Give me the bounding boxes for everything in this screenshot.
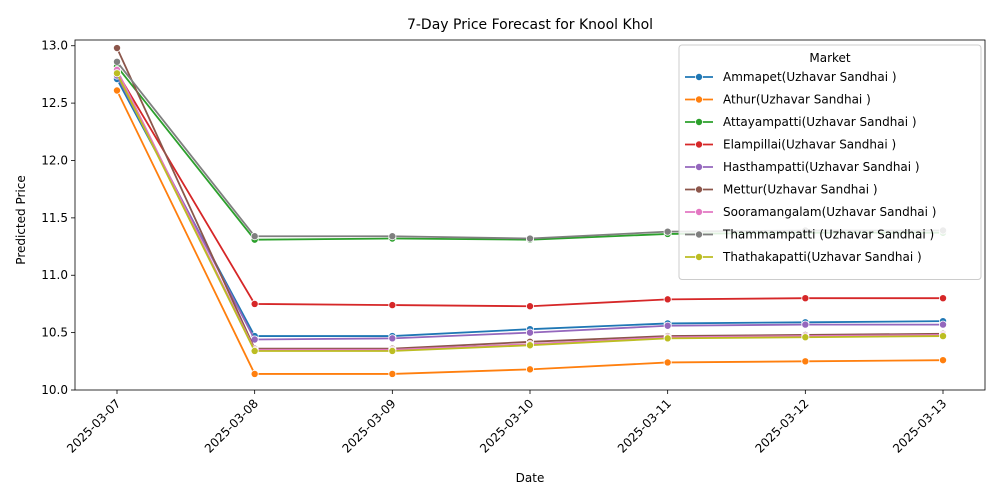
y-tick-label: 10.5: [41, 326, 68, 340]
y-tick-label: 12.0: [41, 153, 68, 167]
data-point: [388, 346, 397, 355]
data-point: [663, 358, 672, 367]
data-point: [801, 357, 810, 366]
y-tick-label: 11.0: [41, 268, 68, 282]
legend-item: Attayampatti(Uzhavar Sandhai ): [685, 115, 917, 129]
x-tick-label: 2025-03-10: [477, 396, 536, 455]
data-point: [663, 321, 672, 330]
series-4: [113, 68, 948, 311]
legend-item: Thammampatti (Uzhavar Sandhai ): [685, 228, 934, 242]
legend-label: Thammampatti (Uzhavar Sandhai ): [722, 228, 934, 242]
data-point: [939, 332, 948, 341]
series-lines: [113, 44, 948, 378]
data-point: [939, 320, 948, 329]
legend-marker: [695, 140, 704, 149]
data-point: [939, 294, 948, 303]
legend-item: Mettur(Uzhavar Sandhai ): [685, 183, 878, 197]
data-point: [388, 232, 397, 241]
data-point: [526, 328, 535, 337]
legend-label: Sooramangalam(Uzhavar Sandhai ): [723, 205, 937, 219]
data-point: [801, 294, 810, 303]
y-axis-label: Predicted Price: [14, 175, 28, 264]
legend-marker: [695, 185, 704, 194]
legend-item: Elampillai(Uzhavar Sandhai ): [685, 138, 896, 152]
legend-label: Mettur(Uzhavar Sandhai ): [723, 183, 878, 197]
legend-item: Sooramangalam(Uzhavar Sandhai ): [685, 205, 937, 219]
data-point: [939, 356, 948, 365]
legend-marker: [695, 95, 704, 104]
x-tick-label: 2025-03-09: [339, 396, 398, 455]
data-point: [388, 369, 397, 378]
data-point: [388, 334, 397, 343]
y-tick-label: 13.0: [41, 39, 68, 53]
legend-marker: [695, 162, 704, 171]
legend-label: Hasthampatti(Uzhavar Sandhai ): [723, 160, 920, 174]
data-point: [801, 320, 810, 329]
data-point: [113, 57, 122, 66]
data-point: [526, 234, 535, 243]
x-tick-label: 2025-03-12: [752, 396, 811, 455]
x-tick-label: 2025-03-13: [890, 396, 949, 455]
legend-marker: [695, 252, 704, 261]
legend-label: Thathakapatti(Uzhavar Sandhai ): [722, 250, 922, 264]
data-point: [526, 365, 535, 374]
legend-label: Ammapet(Uzhavar Sandhai ): [723, 70, 897, 84]
data-point: [663, 227, 672, 236]
data-point: [113, 69, 122, 78]
chart-title: 7-Day Price Forecast for Knool Khol: [407, 17, 653, 33]
data-point: [250, 346, 259, 355]
data-point: [113, 44, 122, 53]
x-tick-label: 2025-03-07: [64, 396, 123, 455]
legend-item: Athur(Uzhavar Sandhai ): [685, 93, 871, 107]
legend-label: Athur(Uzhavar Sandhai ): [723, 93, 871, 107]
series-9: [113, 69, 948, 355]
legend-item: Hasthampatti(Uzhavar Sandhai ): [685, 160, 920, 174]
data-point: [663, 334, 672, 343]
legend-label: Attayampatti(Uzhavar Sandhai ): [723, 115, 917, 129]
data-point: [250, 232, 259, 241]
legend-item: Thathakapatti(Uzhavar Sandhai ): [685, 250, 922, 264]
data-point: [526, 341, 535, 350]
y-tick-label: 12.5: [41, 96, 68, 110]
data-point: [388, 301, 397, 310]
y-tick-label: 11.5: [41, 211, 68, 225]
legend: Market Ammapet(Uzhavar Sandhai ) Athur(Uzh…: [678, 44, 982, 280]
y-tick-label: 10.0: [41, 383, 68, 397]
legend-label: Elampillai(Uzhavar Sandhai ): [723, 138, 896, 152]
data-point: [113, 86, 122, 95]
data-point: [250, 369, 259, 378]
data-point: [526, 302, 535, 311]
legend-marker: [695, 230, 704, 239]
legend-marker: [695, 207, 704, 216]
legend-item: Ammapet(Uzhavar Sandhai ): [685, 70, 897, 84]
data-point: [801, 333, 810, 342]
legend-title: Market: [809, 51, 851, 65]
x-tick-label: 2025-03-08: [202, 396, 261, 455]
data-point: [250, 299, 259, 308]
legend-marker: [695, 73, 704, 82]
x-axis-label: Date: [516, 471, 545, 485]
legend-box: [678, 44, 982, 280]
legend-marker: [695, 118, 704, 127]
x-tick-label: 2025-03-11: [615, 396, 674, 455]
series-2: [113, 86, 948, 378]
data-point: [663, 295, 672, 304]
